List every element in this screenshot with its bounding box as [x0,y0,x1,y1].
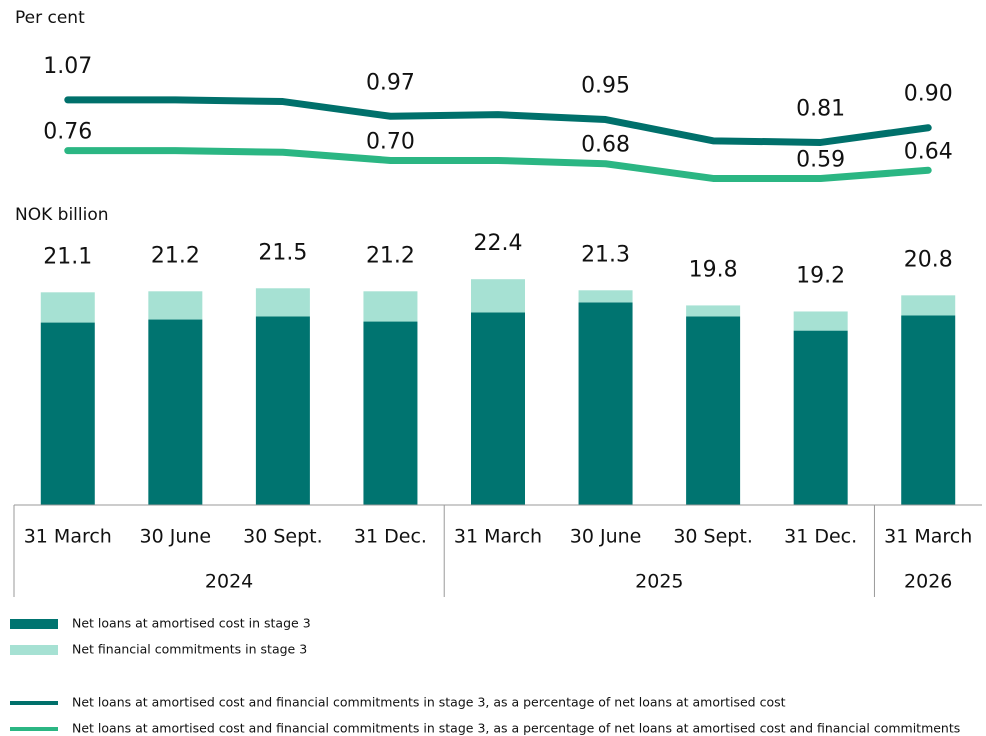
bar-segment [471,312,525,505]
legend-label: Net financial commitments in stage 3 [72,642,307,657]
total-label: 21.2 [366,243,415,268]
bar-segment [686,305,741,317]
x-tick-label: 31 Dec. [354,526,427,548]
x-tick-label: 31 March [454,526,542,548]
data-label: 1.07 [43,54,92,79]
bar-segment [255,288,310,317]
total-label: 21.2 [151,243,200,268]
data-label: 0.64 [904,139,953,164]
legend-label: Net loans at amortised cost in stage 3 [72,616,311,631]
data-label: 0.70 [366,129,415,154]
x-tick-label: 31 March [24,526,112,548]
x-tick-label: 30 June [570,526,642,548]
bar-segment [686,316,741,505]
legend-label: Net loans at amortised cost and financia… [72,695,786,710]
bar-segment [793,311,848,331]
data-label: 0.90 [904,82,953,107]
total-label: 19.8 [689,257,738,282]
data-label: 0.81 [796,96,845,121]
bar-segment [363,291,418,322]
bar-segment [363,321,418,505]
bar-segment [793,330,848,505]
total-label: 21.1 [43,244,92,269]
bar-segment [578,290,633,303]
bar-segment [901,295,956,316]
x-tick-label: 30 June [140,526,212,548]
total-label: 21.5 [258,240,307,265]
bar-segment [40,322,95,505]
x-tick-label: 30 Sept. [673,526,753,548]
data-label: 0.97 [366,70,415,95]
legend-swatch [10,645,58,655]
bar-segment [471,279,525,313]
bar-segment [901,315,956,505]
data-label: 0.59 [796,147,845,172]
group-label: 2025 [635,571,683,593]
group-label: 2024 [205,571,253,593]
x-tick-label: 31 Dec. [784,526,857,548]
legend-swatch [10,619,58,629]
bar-segment [578,302,633,505]
y-axis-label: Per cent [15,8,85,28]
bar-segment [255,316,310,505]
data-label: 0.68 [581,133,630,158]
bar-segment [40,292,95,323]
line [64,96,932,146]
bar-segment [148,319,203,505]
y-axis-label: NOK billion [15,205,109,225]
line [64,147,932,182]
legend-label: Net loans at amortised cost and financia… [72,721,960,736]
data-label: 0.95 [581,74,630,99]
total-label: 19.2 [796,263,845,288]
total-label: 20.8 [904,247,953,272]
total-label: 22.4 [474,231,523,256]
total-label: 21.3 [581,242,630,267]
bar-segment [148,291,203,320]
data-label: 0.76 [43,120,92,145]
group-label: 2026 [904,571,952,593]
x-tick-label: 31 March [884,526,972,548]
x-tick-label: 30 Sept. [243,526,323,548]
